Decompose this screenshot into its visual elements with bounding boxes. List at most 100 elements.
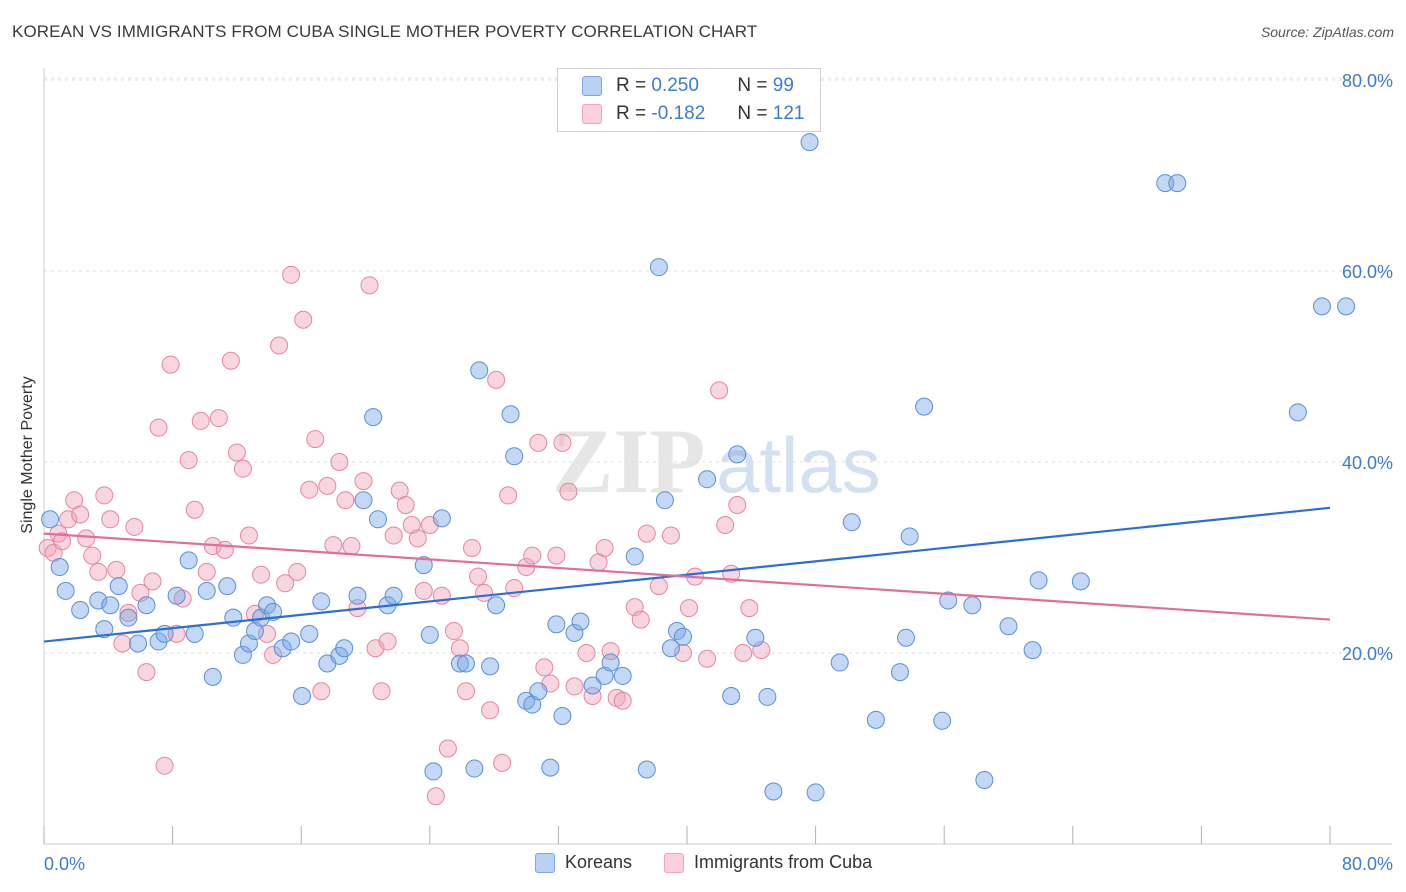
korean-point	[1168, 174, 1187, 193]
korean-point	[1023, 641, 1042, 660]
cuba-point	[547, 546, 566, 565]
cuba-point	[444, 622, 463, 641]
cuba-point	[535, 658, 554, 677]
cuba-point	[59, 510, 78, 529]
cuba-point	[493, 753, 512, 772]
korean-point	[41, 510, 60, 529]
korean-point	[470, 361, 489, 380]
bottom-legend-label-cuba: Immigrants from Cuba	[694, 852, 873, 872]
korean-point	[501, 405, 520, 424]
korean-point	[258, 596, 277, 615]
cuba-point	[649, 577, 668, 596]
cuba-point	[107, 560, 126, 579]
cuba-point	[191, 411, 210, 430]
korean-point	[915, 397, 934, 416]
cuba-point	[559, 482, 578, 501]
x-tick-label-min: 0.0%	[44, 854, 85, 874]
korean-point	[800, 133, 819, 152]
korean-point	[1029, 571, 1048, 590]
korean-point	[637, 760, 656, 779]
korean-point	[601, 653, 620, 672]
cuba-point	[215, 540, 234, 559]
korean-point	[101, 596, 120, 615]
cuba-point	[330, 453, 349, 471]
bottom-legend-koreans: Koreans	[535, 852, 632, 873]
cuba-point	[698, 649, 717, 668]
korean-point	[842, 513, 861, 532]
korean-point	[595, 666, 614, 685]
cuba-point	[402, 516, 421, 535]
cuba-point	[716, 516, 735, 535]
korean-point	[179, 551, 198, 570]
korean-point	[203, 667, 222, 686]
cuba-point	[318, 476, 337, 495]
korean-point	[547, 615, 566, 634]
tick-labels: 20.0% 40.0% 60.0% 80.0% 0.0% 80.0%	[44, 71, 1393, 874]
korean-point	[197, 581, 216, 600]
bottom-legend-cuba: Immigrants from Cuba	[664, 852, 872, 873]
bottom-legend: Koreans Immigrants from Cuba	[535, 852, 904, 873]
cuba-point	[288, 562, 307, 581]
cuba-point	[523, 546, 542, 565]
cuba-point	[710, 381, 729, 400]
korean-point	[354, 491, 373, 510]
korean-point	[432, 509, 451, 528]
cuba-point	[414, 581, 433, 600]
cuba-point	[740, 599, 759, 618]
cuba-point	[300, 480, 319, 499]
cuba-point	[95, 486, 114, 505]
cuba-point	[137, 663, 156, 682]
korean-point	[218, 577, 237, 596]
cuba-point	[294, 310, 313, 329]
korean-point	[95, 620, 114, 639]
legend: R = 0.250 N = 99 R = -0.182 N = 121	[557, 68, 821, 132]
korean-point	[348, 586, 367, 605]
korean-point	[613, 666, 632, 685]
korean-point	[424, 762, 443, 781]
cuba-point	[270, 336, 289, 355]
cuba-point	[197, 562, 216, 581]
korean-point	[553, 707, 572, 726]
korean-point	[56, 581, 75, 600]
legend-n-label: N =	[737, 103, 768, 124]
korean-point	[245, 622, 264, 641]
korean-point	[541, 758, 560, 777]
cuba-point	[438, 739, 457, 758]
korean-point	[830, 653, 849, 672]
cuba-point	[336, 491, 355, 510]
trend-line-cuba	[43, 532, 1331, 621]
korean-point	[625, 547, 644, 566]
x-tick-label-max: 80.0%	[1342, 854, 1393, 874]
korean-point	[1288, 403, 1307, 422]
watermark: ZIP atlas	[552, 410, 881, 512]
cuba-point	[673, 644, 692, 662]
korean-point	[661, 639, 680, 658]
cuba-point	[233, 459, 252, 478]
cuba-point	[734, 644, 753, 662]
cuba-point	[306, 430, 325, 449]
korean-point	[523, 695, 542, 714]
cuba-point	[209, 409, 228, 428]
cuba-point	[125, 517, 144, 536]
legend-r-cuba: -0.182	[651, 103, 706, 124]
korean-point	[728, 445, 747, 464]
cuba-point	[155, 756, 174, 775]
y-tick-label: 60.0%	[1342, 262, 1393, 282]
y-tick-label: 80.0%	[1342, 71, 1393, 91]
legend-r-label: R =	[616, 75, 647, 96]
korean-point	[89, 591, 108, 610]
trend-lines	[43, 506, 1331, 643]
legend-n-label: N =	[737, 75, 768, 96]
cuba-point	[728, 495, 747, 514]
korean-point	[137, 596, 156, 615]
bottom-legend-label-koreans: Koreans	[565, 852, 633, 872]
cuba-point	[143, 572, 162, 591]
cuba-point	[113, 634, 132, 653]
korean-point	[758, 687, 777, 706]
korean-point	[109, 577, 128, 596]
legend-row-cuba: R = -0.182 N = 121	[582, 102, 804, 126]
korean-point	[963, 596, 982, 615]
cuba-point	[680, 599, 699, 618]
legend-swatch-koreans	[582, 76, 602, 96]
korean-point	[999, 617, 1018, 636]
